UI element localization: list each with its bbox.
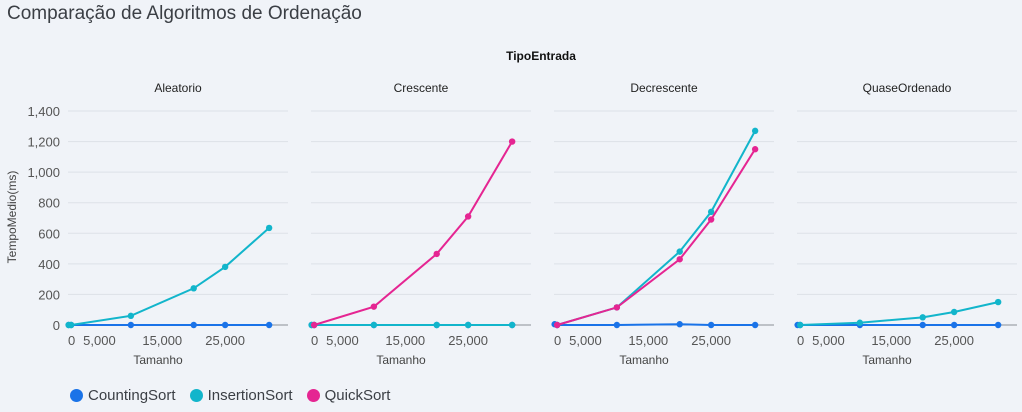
x-tick-label: 5,000: [569, 333, 602, 348]
x-tick-label: 5,000: [326, 333, 359, 348]
legend-swatch: [70, 389, 83, 402]
y-tick-label: 600: [38, 226, 60, 241]
y-tick-label: 200: [38, 287, 60, 302]
x-tick-label: 0: [554, 333, 561, 348]
y-tick-label: 0: [53, 318, 60, 333]
y-tick-label: 1,400: [27, 104, 60, 119]
data-point-insertionsort: [751, 127, 759, 135]
faceted-line-chart: TipoEntrada TempoMedio(ms) 0 200 400 600 800…: [5, 49, 1017, 367]
facet-header: TipoEntrada: [506, 49, 576, 63]
data-point-countingsort: [676, 321, 683, 328]
x-tick-label: 25,000: [691, 333, 731, 348]
data-point-countingsort: [707, 321, 715, 329]
data-point-countingsort: [221, 321, 229, 329]
data-point-quicksort: [751, 146, 759, 153]
data-point-countingsort: [994, 321, 1002, 329]
data-point-insertionsort: [856, 319, 864, 326]
x-tick-label: 25,000: [934, 333, 974, 348]
data-point-insertionsort: [67, 321, 75, 329]
x-axis-title: Tamanho: [619, 353, 669, 367]
data-point-insertionsort: [508, 321, 516, 329]
series-line-insertionsort: [68, 227, 270, 326]
data-point-insertionsort: [127, 312, 135, 320]
data-point-countingsort: [127, 321, 135, 329]
data-point-insertionsort: [370, 321, 378, 329]
series-line-quicksort: [556, 148, 756, 326]
x-axis-title: Tamanho: [862, 353, 912, 367]
data-point-quicksort: [553, 321, 561, 329]
data-point-insertionsort: [464, 321, 472, 329]
data-point-insertionsort: [676, 248, 683, 255]
x-tick-label: 15,000: [385, 333, 425, 348]
x-axis-title: Tamanho: [376, 353, 426, 367]
x-tick-label: 15,000: [142, 333, 182, 348]
series-line-insertionsort: [556, 130, 756, 326]
x-axis-title: Tamanho: [133, 353, 183, 367]
data-point-countingsort: [265, 321, 273, 329]
legend-label: CountingSort: [88, 387, 176, 404]
data-point-quicksort: [508, 138, 516, 145]
data-point-countingsort: [613, 321, 621, 329]
facet-title: QuaseOrdenado: [863, 81, 952, 95]
data-point-insertionsort: [919, 314, 926, 321]
data-point-quicksort: [707, 216, 715, 223]
data-point-quicksort: [676, 256, 683, 263]
legend-swatch: [189, 389, 203, 402]
data-point-insertionsort: [190, 285, 197, 292]
data-point-countingsort: [751, 321, 759, 329]
data-point-insertionsort: [433, 321, 440, 329]
x-tick-label: 15,000: [871, 333, 911, 348]
legend-label: QuickSort: [324, 387, 391, 404]
y-axis-title: TempoMedio(ms): [5, 171, 19, 264]
data-point-countingsort: [950, 321, 958, 329]
facet-title: Aleatorio: [154, 81, 202, 95]
data-point-insertionsort: [221, 263, 229, 271]
data-point-countingsort: [190, 321, 197, 329]
data-point-quicksort: [464, 213, 472, 220]
x-tick-label: 0: [68, 333, 75, 348]
legend-item-countingsort: CountingSort: [70, 387, 176, 404]
page-title: Comparação de Algoritmos de Ordenação: [7, 3, 362, 24]
x-tick-label: 0: [311, 333, 318, 348]
legend-label: InsertionSort: [207, 387, 293, 404]
data-point-insertionsort: [796, 321, 804, 329]
facet-title: Crescente: [394, 81, 449, 95]
data-point-countingsort: [919, 321, 926, 329]
legend-item-quicksort: QuickSort: [306, 387, 391, 404]
data-point-insertionsort: [950, 308, 958, 316]
data-point-quicksort: [310, 321, 318, 329]
y-tick-label: 1,200: [27, 135, 60, 150]
data-point-quicksort: [433, 250, 440, 258]
x-tick-label: 25,000: [448, 333, 488, 348]
facet-title: Decrescente: [630, 81, 698, 95]
y-tick-label: 800: [38, 196, 60, 211]
data-point-insertionsort: [994, 298, 1002, 306]
legend: CountingSort InsertionSort QuickSort: [70, 387, 390, 404]
legend-item-insertionsort: InsertionSort: [189, 387, 293, 404]
x-tick-label: 0: [797, 333, 804, 348]
x-tick-label: 5,000: [812, 333, 845, 348]
data-point-insertionsort: [707, 208, 715, 216]
y-tick-label: 400: [38, 257, 60, 272]
data-point-quicksort: [613, 304, 621, 311]
facet-plots: 0 200 400 600 800 1,000 1,200 1,400 Aleatorio 0 5,…: [27, 81, 1017, 367]
x-tick-label: 5,000: [83, 333, 116, 348]
y-tick-label: 1,000: [27, 165, 60, 180]
legend-swatch: [306, 389, 320, 402]
x-tick-label: 25,000: [205, 333, 245, 348]
data-point-quicksort: [370, 303, 378, 310]
series-line-insertionsort: [800, 301, 999, 326]
data-point-insertionsort: [265, 224, 273, 232]
series-line-countingsort: [554, 323, 756, 326]
x-tick-label: 15,000: [628, 333, 668, 348]
